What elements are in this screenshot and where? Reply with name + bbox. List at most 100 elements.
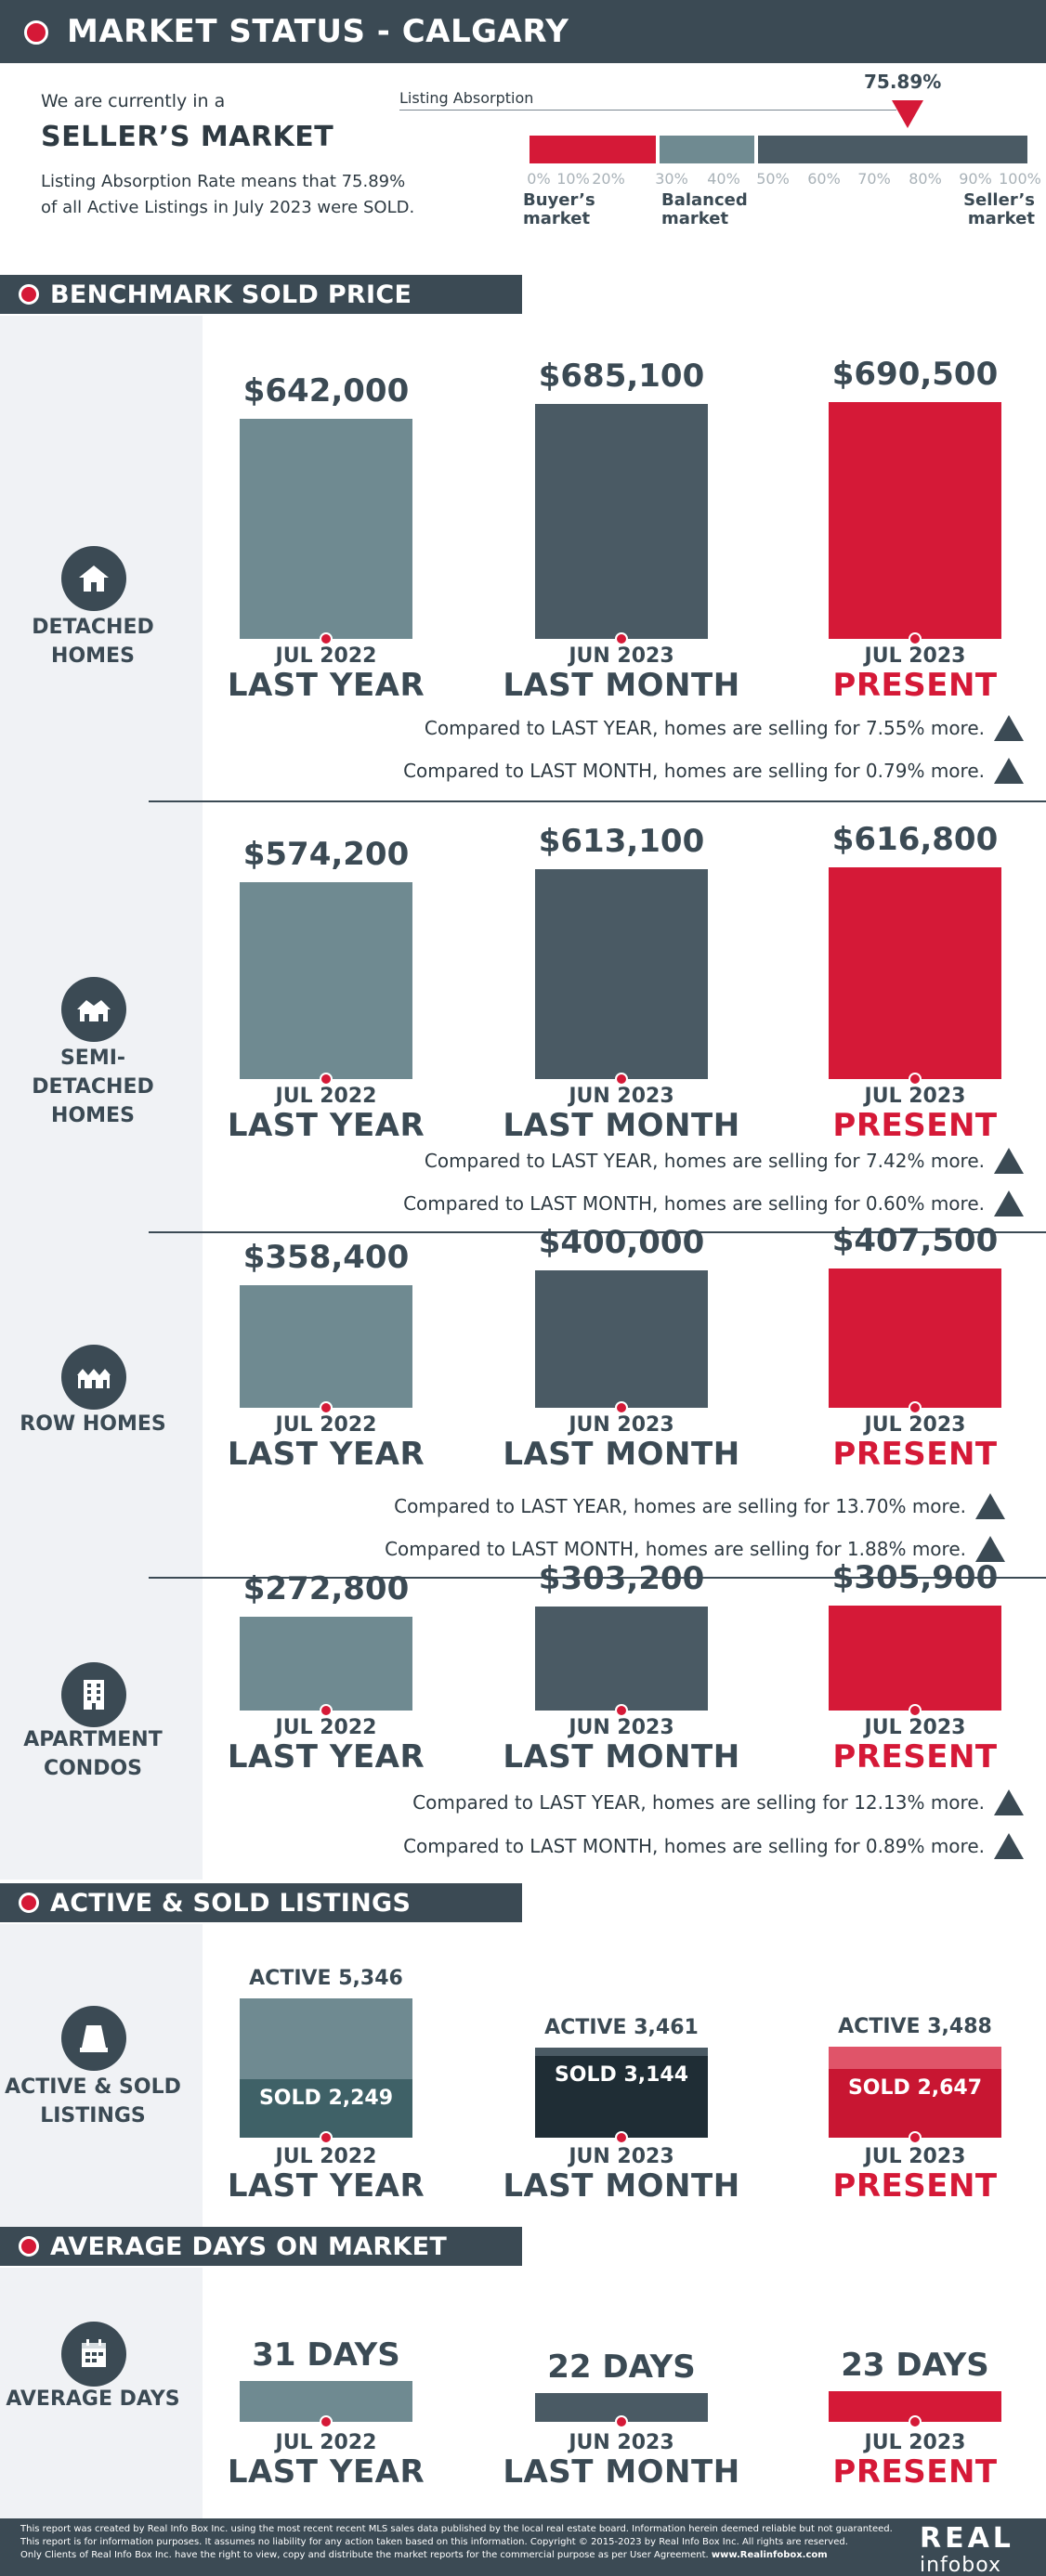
period-month-label: JUL 2022	[275, 2145, 377, 2168]
price-value-label: $303,200	[538, 1560, 705, 1597]
price-bar	[829, 402, 1001, 639]
scale-tick: 10%	[556, 170, 590, 188]
period-label: LAST YEAR	[227, 2167, 425, 2205]
row-houses-icon	[61, 1345, 126, 1410]
bar-marker-dot	[615, 1704, 628, 1717]
section-dot-icon	[19, 284, 39, 305]
bar-marker-dot	[909, 2415, 922, 2428]
scale-label-sellers: Seller’s market	[963, 190, 1035, 228]
section-title: ACTIVE & SOLD LISTINGS	[50, 1889, 412, 1918]
price-bar	[240, 1285, 412, 1408]
period-label: LAST MONTH	[503, 667, 740, 704]
price-value-label: $407,500	[831, 1222, 999, 1259]
bar-marker-dot	[615, 2415, 628, 2428]
increase-arrow-icon	[994, 1833, 1024, 1859]
compare-last-month-text: Compared to LAST MONTH, homes are sellin…	[403, 1835, 985, 1857]
period-month-label: JUL 2023	[864, 1413, 966, 1437]
period-label: PRESENT	[832, 1436, 998, 1473]
section-dot-icon	[19, 1893, 39, 1913]
scale-buyers-segment	[530, 136, 656, 163]
price-value-label: $613,100	[538, 823, 705, 860]
sold-listings-bar	[535, 2056, 708, 2138]
scale-label-balanced: Balanced market	[661, 190, 748, 228]
calendar-icon	[61, 2322, 126, 2387]
scale-sellers-segment	[758, 136, 1027, 163]
period-month-label: JUN 2023	[569, 644, 674, 668]
absorption-value: 75.89%	[864, 71, 942, 93]
footer: This report was created by Real Info Box…	[0, 2518, 1046, 2576]
bar-marker-dot	[615, 2131, 628, 2144]
period-month-label: JUL 2023	[864, 2431, 966, 2454]
apartment-building-icon	[61, 1662, 126, 1727]
period-label: PRESENT	[832, 1107, 998, 1144]
price-bar	[535, 869, 708, 1079]
period-label: LAST YEAR	[227, 1107, 425, 1144]
bar-marker-dot	[320, 2415, 333, 2428]
footer-disclaimer-3: Only Clients of Real Info Box Inc. have …	[20, 2550, 709, 2560]
section-header-days: AVERAGE DAYS ON MARKET	[0, 2227, 522, 2266]
bar-marker-dot	[909, 1704, 922, 1717]
scale-balanced-segment	[660, 136, 754, 163]
section-header-benchmark: BENCHMARK SOLD PRICE	[0, 275, 522, 314]
sold-count-label: SOLD 2,647	[847, 2076, 983, 2100]
period-label: LAST YEAR	[227, 667, 425, 704]
period-month-label: JUL 2022	[275, 2431, 377, 2454]
period-month-label: JUL 2022	[275, 1413, 377, 1437]
period-label: LAST YEAR	[227, 1436, 425, 1473]
period-label: LAST MONTH	[503, 2453, 740, 2491]
period-month-label: JUN 2023	[569, 1413, 674, 1437]
period-month-label: JUL 2022	[275, 644, 377, 668]
price-value-label: $642,000	[242, 372, 410, 410]
bar-marker-dot	[615, 1401, 628, 1414]
price-value-label: $358,400	[242, 1239, 410, 1276]
scale-tick: 80%	[909, 170, 942, 188]
increase-arrow-icon	[994, 715, 1024, 741]
bar-marker-dot	[320, 1401, 333, 1414]
market-status-intro: We are currently in a	[41, 91, 226, 111]
page-title: MARKET STATUS - CALGARY	[67, 13, 569, 50]
period-label: LAST YEAR	[227, 1738, 425, 1776]
increase-arrow-icon	[975, 1536, 1005, 1562]
absorption-description: Listing Absorption Rate means that 75.89…	[41, 172, 415, 217]
row-label-listings: ACTIVE & SOLD LISTINGS	[5, 2075, 181, 2127]
bar-marker-dot	[909, 632, 922, 645]
bar-marker-dot	[320, 1704, 333, 1717]
sold-listings-bar	[240, 2079, 412, 2138]
period-label: PRESENT	[832, 2167, 998, 2205]
compare-last-year-text: Compared to LAST YEAR, homes are selling…	[424, 1150, 985, 1172]
market-type: SELLER’S MARKET	[41, 121, 334, 153]
period-label: PRESENT	[832, 667, 998, 704]
row-separator	[149, 1231, 1046, 1233]
row-separator	[149, 800, 1046, 802]
period-month-label: JUL 2022	[275, 1716, 377, 1739]
detached-house-icon	[61, 546, 126, 611]
price-value-label: $685,100	[538, 358, 705, 395]
period-month-label: JUN 2023	[569, 1716, 674, 1739]
brand-logo-top: REAL	[920, 2522, 1014, 2555]
absorption-leader-line	[399, 110, 896, 111]
days-value-label: 23 DAYS	[841, 2347, 989, 2384]
absorption-label: Listing Absorption	[399, 89, 534, 107]
days-value-label: 31 DAYS	[252, 2336, 400, 2374]
bar-marker-dot	[320, 1073, 333, 1086]
section-header-listings: ACTIVE & SOLD LISTINGS	[0, 1883, 522, 1922]
semi-detached-house-icon	[61, 977, 126, 1042]
period-month-label: JUL 2022	[275, 1085, 377, 1108]
row-label-detached: DETACHED HOMES	[32, 616, 154, 668]
scale-tick: 50%	[756, 170, 790, 188]
price-bar	[535, 404, 708, 639]
scale-tick: 60%	[807, 170, 841, 188]
period-label: PRESENT	[832, 2453, 998, 2491]
increase-arrow-icon	[975, 1493, 1005, 1519]
bar-marker-dot	[320, 632, 333, 645]
scale-label-buyers: Buyer’s market	[523, 190, 595, 228]
price-bar	[829, 867, 1001, 1079]
title-bar: MARKET STATUS - CALGARY	[0, 0, 1046, 63]
row-label-row-homes: ROW HOMES	[20, 1412, 166, 1436]
price-bar	[535, 1270, 708, 1408]
row-label-apartment-condos: APARTMENT CONDOS	[23, 1728, 163, 1780]
scale-tick: 20%	[592, 170, 625, 188]
bar-marker-dot	[615, 1073, 628, 1086]
price-bar	[829, 1606, 1001, 1711]
scale-tick: 40%	[707, 170, 740, 188]
